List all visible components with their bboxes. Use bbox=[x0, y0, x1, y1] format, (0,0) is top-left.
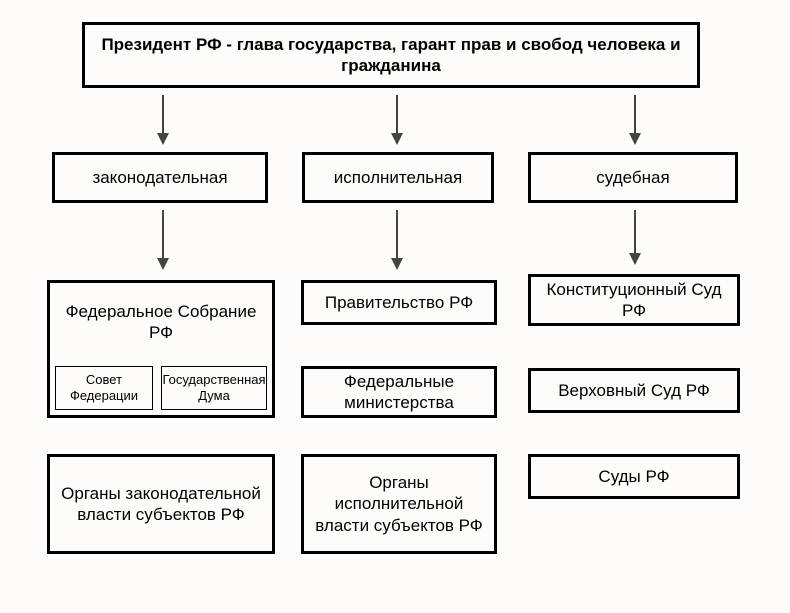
node-fed_assembly-label: Федеральное Собрание РФ bbox=[56, 301, 266, 344]
node-ministries: Федеральные министерства bbox=[301, 366, 497, 418]
node-executive: исполнительная bbox=[302, 152, 494, 203]
arrow-a1-line bbox=[162, 95, 164, 133]
arrow-a4-head bbox=[157, 258, 169, 270]
arrow-a4-line bbox=[162, 210, 164, 258]
node-duma: Государственная Дума bbox=[161, 366, 267, 410]
arrow-a3-line bbox=[634, 95, 636, 133]
diagram-canvas: Президент РФ - глава государства, гарант… bbox=[0, 0, 790, 613]
node-sovfed: Совет Федерации bbox=[55, 366, 153, 410]
arrow-a3-head bbox=[629, 133, 641, 145]
arrow-a6-head bbox=[629, 253, 641, 265]
node-courts: Суды РФ bbox=[528, 454, 740, 499]
arrow-a5-head bbox=[391, 258, 403, 270]
arrow-a2-head bbox=[391, 133, 403, 145]
arrow-a6-line bbox=[634, 210, 636, 253]
arrow-a5-line bbox=[396, 210, 398, 258]
arrow-a1-head bbox=[157, 133, 169, 145]
node-supreme_court: Верховный Суд РФ bbox=[528, 368, 740, 413]
node-leg_subjects: Органы законодательной власти субъектов … bbox=[47, 454, 275, 554]
arrow-a2-line bbox=[396, 95, 398, 133]
node-government: Правительство РФ bbox=[301, 280, 497, 325]
node-president: Президент РФ - глава государства, гарант… bbox=[82, 22, 700, 88]
node-legislative: законодательная bbox=[52, 152, 268, 203]
node-const_court: Конституционный Суд РФ bbox=[528, 274, 740, 326]
node-judicial: судебная bbox=[528, 152, 738, 203]
node-exec_subjects: Органы исполнительной власти субъектов Р… bbox=[301, 454, 497, 554]
